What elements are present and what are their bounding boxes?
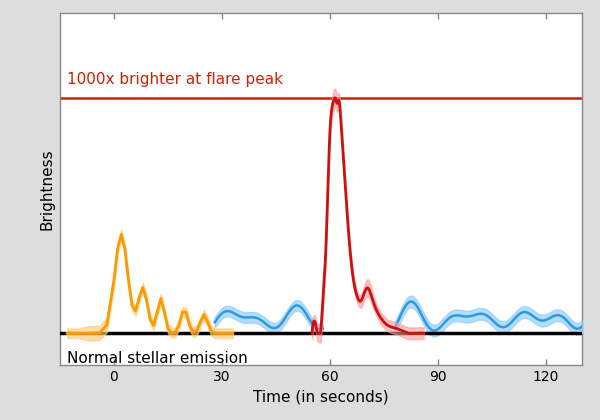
Text: 1000x brighter at flare peak: 1000x brighter at flare peak: [67, 72, 283, 87]
Text: Normal stellar emission: Normal stellar emission: [67, 351, 248, 366]
Y-axis label: Brightness: Brightness: [40, 148, 55, 230]
X-axis label: Time (in seconds): Time (in seconds): [253, 390, 389, 405]
